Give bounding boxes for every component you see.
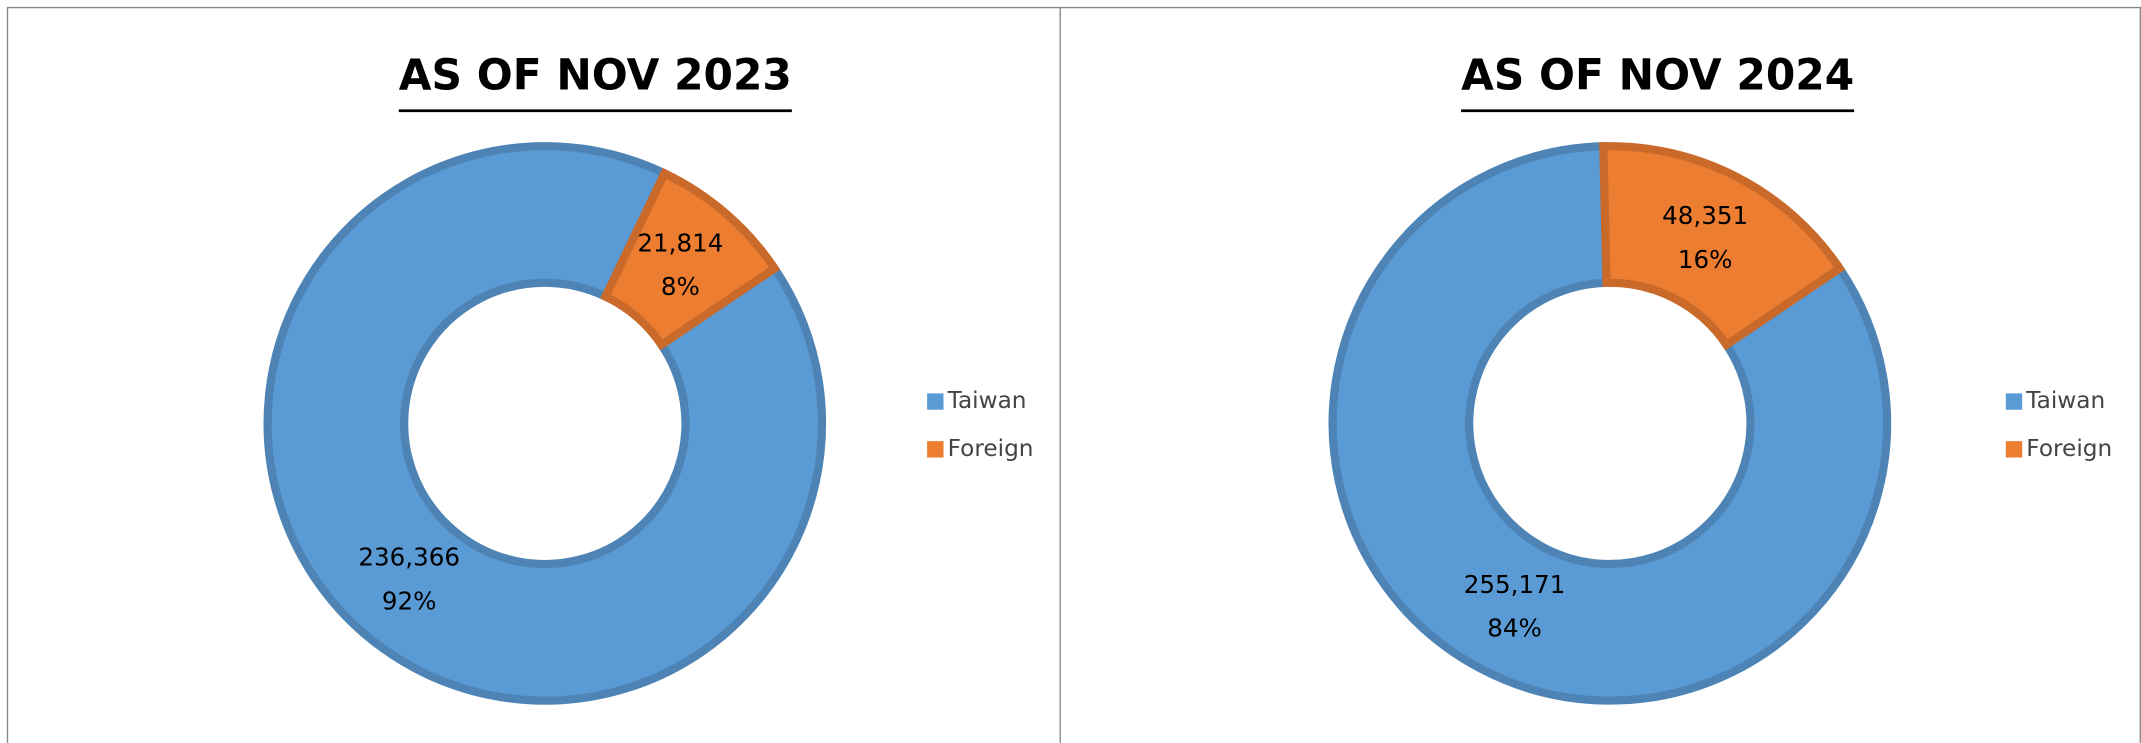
legend-label: Taiwan bbox=[2025, 387, 2105, 414]
legend-swatch bbox=[2005, 441, 2023, 458]
percent-label: 84% bbox=[1487, 614, 1542, 643]
value-label: 21,814 bbox=[637, 228, 723, 257]
legend-label: Taiwan bbox=[947, 387, 1027, 414]
value-label: 255,171 bbox=[1464, 570, 1566, 599]
value-label: 236,366 bbox=[358, 543, 460, 572]
percent-label: 8% bbox=[661, 272, 700, 301]
percent-label: 92% bbox=[382, 586, 437, 615]
slice bbox=[1599, 142, 1846, 351]
legend-swatch bbox=[927, 393, 944, 410]
legend-swatch bbox=[2005, 393, 2023, 410]
slice bbox=[600, 167, 781, 351]
slice bbox=[263, 142, 827, 705]
percent-label: 16% bbox=[1678, 245, 1733, 274]
legend-label: Foreign bbox=[2026, 435, 2112, 462]
slice bbox=[1328, 142, 1892, 705]
legend-label: Foreign bbox=[948, 435, 1034, 462]
chart-title: AS OF NOV 2024 bbox=[1461, 50, 1854, 99]
chart-title: AS OF NOV 2023 bbox=[399, 50, 792, 99]
panel-border bbox=[6, 6, 2141, 743]
value-label: 48,351 bbox=[1662, 201, 1748, 230]
legend-swatch bbox=[927, 441, 944, 458]
